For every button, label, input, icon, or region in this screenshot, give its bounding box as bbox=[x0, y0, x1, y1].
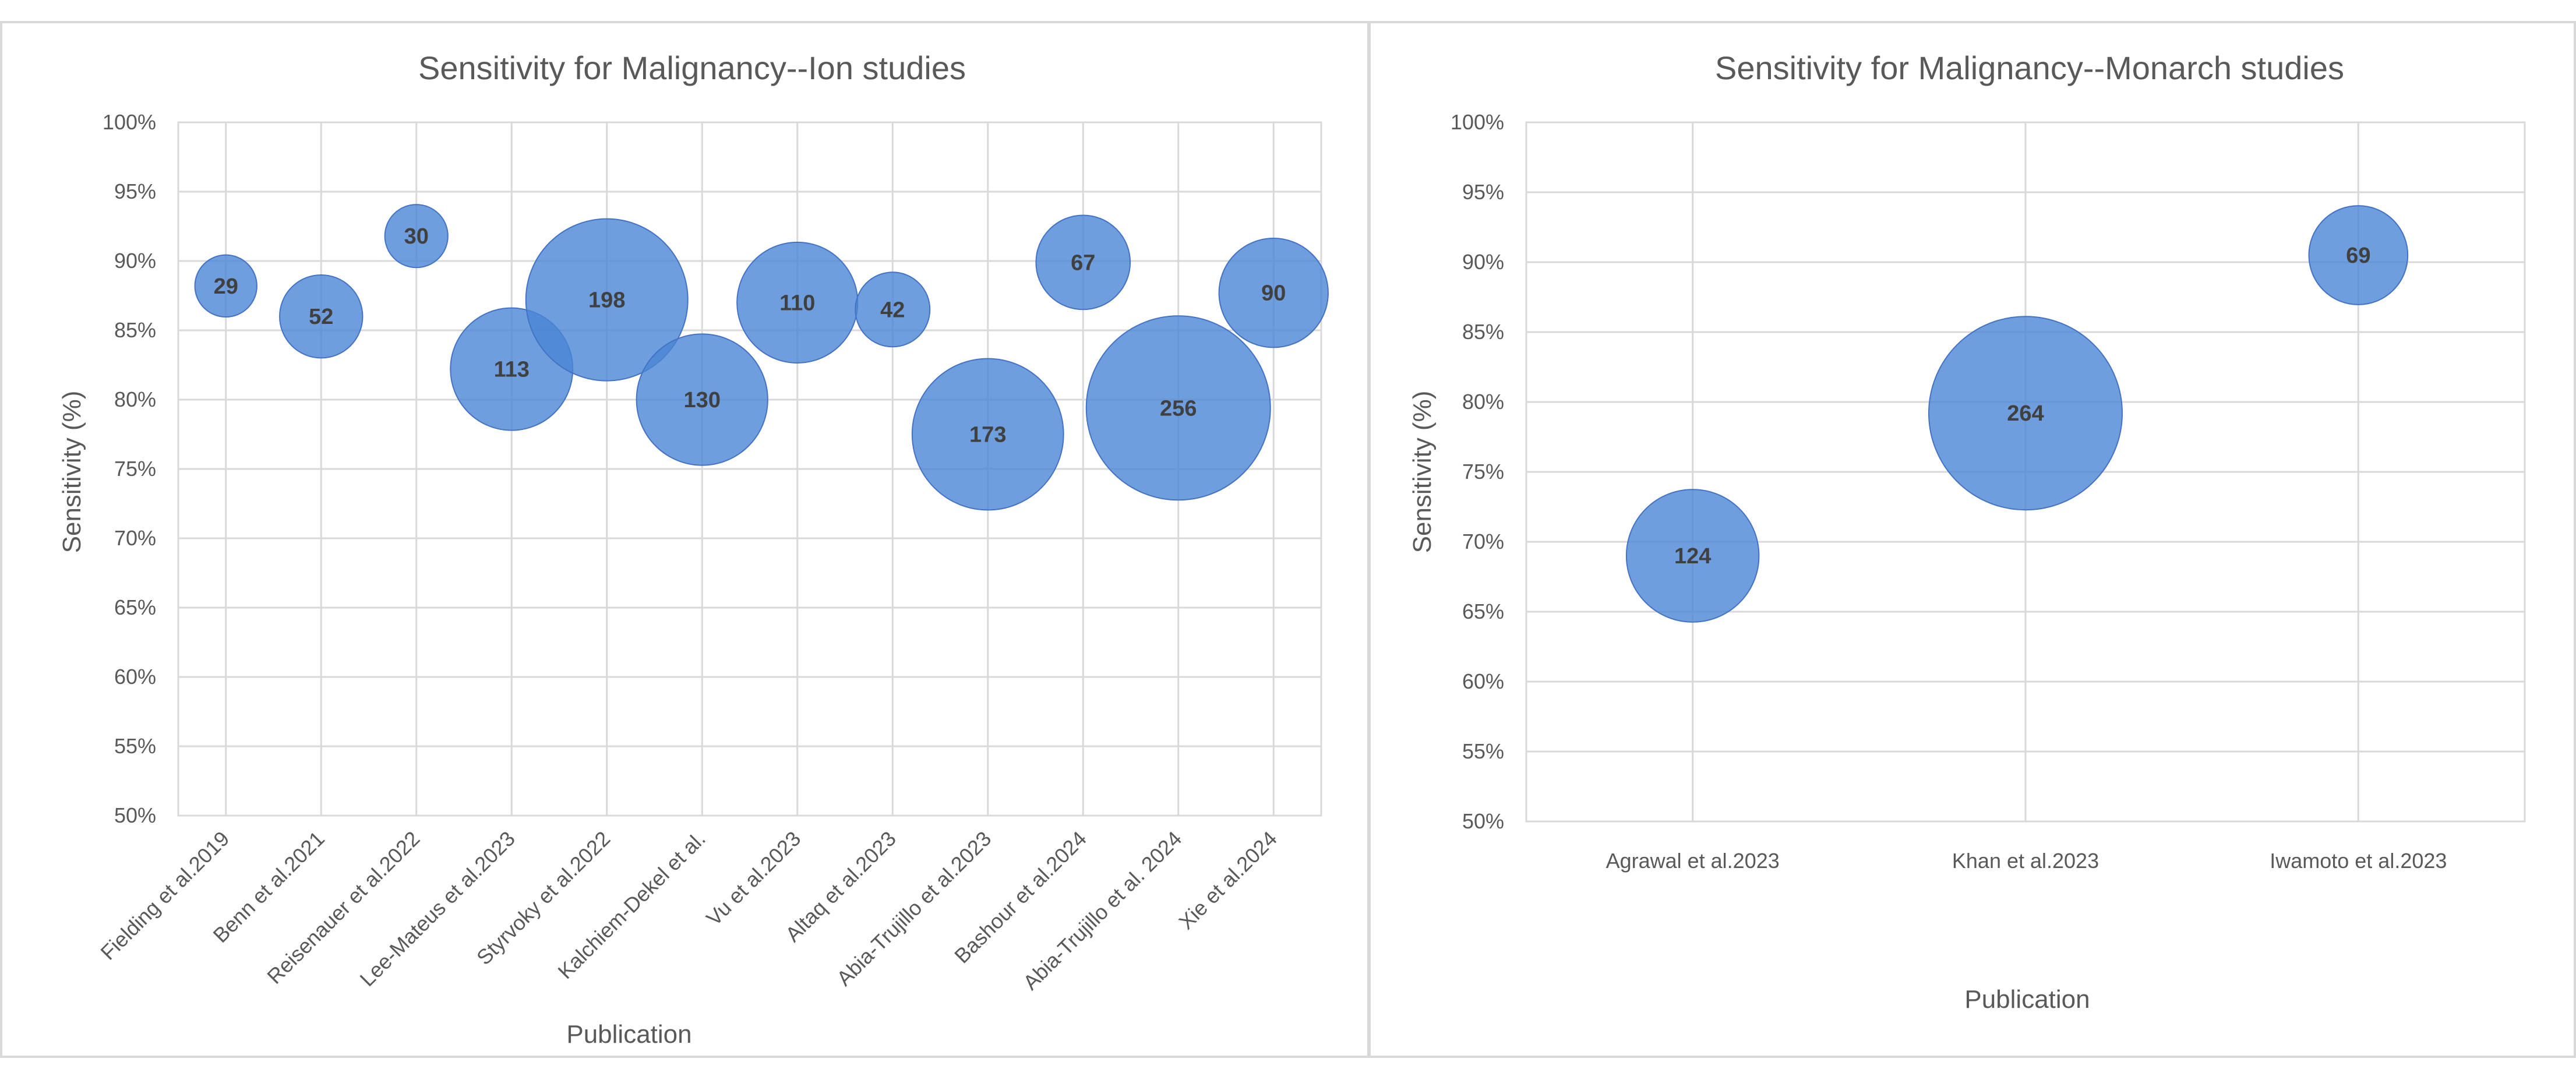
bubble-size-label: 124 bbox=[1674, 544, 1711, 569]
y-tick-label: 80% bbox=[1462, 390, 1504, 414]
y-tick-label: 90% bbox=[114, 249, 156, 273]
x-tick-label: Abia-Trujillo et al.2023 bbox=[832, 827, 996, 990]
y-tick-label: 80% bbox=[114, 387, 156, 411]
bubble-size-label: 256 bbox=[1160, 396, 1197, 421]
y-tick-label: 70% bbox=[114, 526, 156, 550]
x-tick-label: Reisenauer et al.2022 bbox=[262, 827, 424, 989]
y-tick-label: 50% bbox=[114, 803, 156, 827]
x-tick-label: Fielding et al.2019 bbox=[96, 827, 234, 965]
y-tick-label: 95% bbox=[114, 179, 156, 203]
bubble-size-label: 264 bbox=[2007, 401, 2044, 426]
bubble-size-label: 198 bbox=[588, 288, 625, 313]
x-tick-label: Xie et al.2024 bbox=[1174, 827, 1282, 934]
x-tick-label: Abia-Trujillo et al. 2024 bbox=[1018, 827, 1186, 994]
bubble-size-label: 67 bbox=[1071, 251, 1095, 275]
y-tick-label: 65% bbox=[1462, 599, 1504, 623]
y-tick-label: 95% bbox=[1462, 180, 1504, 204]
bubble bbox=[194, 254, 257, 318]
y-tick-label: 55% bbox=[1462, 739, 1504, 763]
bubble-size-label: 90 bbox=[1261, 281, 1286, 306]
plot-area-border bbox=[1525, 121, 2526, 823]
bubble-size-label: 69 bbox=[2346, 244, 2370, 268]
bubble bbox=[855, 271, 931, 348]
x-tick-label: Khan et al.2023 bbox=[1952, 849, 2099, 873]
bubble-size-label: 110 bbox=[779, 291, 815, 315]
y-tick-label: 50% bbox=[1462, 809, 1504, 833]
bubble-layer: 29 52 30 113 198 130 110 42 173 67 256 90 bbox=[194, 204, 1329, 511]
bubble bbox=[1625, 489, 1760, 623]
y-tick-label: 90% bbox=[1462, 250, 1504, 274]
chart-title: Sensitivity for Malignancy--Monarch stud… bbox=[1715, 50, 2344, 86]
ion-chart: Sensitivity for Malignancy--Ion studies … bbox=[58, 50, 1329, 1049]
bubble bbox=[911, 358, 1064, 511]
y-axis-label: Sensitivity (%) bbox=[1408, 391, 1437, 553]
y-tick-label: 100% bbox=[1451, 110, 1504, 134]
y-tick-label: 75% bbox=[114, 457, 156, 481]
bubble bbox=[525, 218, 689, 382]
bubble bbox=[1928, 316, 2123, 511]
bubble bbox=[1218, 238, 1329, 348]
tick-layer: 50% 55% 60% 65% 70% 75% 80% 85% 90% 95% 100% Agrawa… bbox=[1451, 110, 2447, 873]
x-tick-label: Iwamoto et al.2023 bbox=[2270, 849, 2447, 873]
bubble-size-label: 130 bbox=[684, 388, 721, 412]
y-tick-label: 55% bbox=[114, 734, 156, 758]
bubble bbox=[1085, 315, 1271, 501]
bubble bbox=[279, 274, 364, 359]
x-axis-label: Publication bbox=[566, 1020, 691, 1049]
x-tick-label: Vu et al.2023 bbox=[701, 827, 805, 930]
y-tick-label: 60% bbox=[114, 665, 156, 689]
bubble bbox=[636, 333, 768, 466]
y-tick-label: 75% bbox=[1462, 460, 1504, 484]
y-tick-label: 70% bbox=[1462, 530, 1504, 553]
bubble-size-label: 29 bbox=[214, 274, 238, 299]
bubble-size-label: 30 bbox=[404, 224, 429, 249]
bubble-size-label: 173 bbox=[969, 423, 1006, 447]
monarch-chart: Sensitivity for Malignancy--Monarch stud… bbox=[1408, 50, 2526, 1014]
bubble bbox=[384, 204, 449, 269]
figure-frame bbox=[0, 21, 2576, 1058]
bubble bbox=[1035, 214, 1131, 311]
x-axis-label: Publication bbox=[1964, 985, 2090, 1014]
y-tick-label: 60% bbox=[1462, 669, 1504, 693]
bubble-size-label: 113 bbox=[494, 358, 530, 382]
bubble-size-label: 42 bbox=[880, 298, 905, 322]
y-axis-label: Sensitivity (%) bbox=[58, 391, 86, 553]
y-tick-label: 85% bbox=[114, 318, 156, 342]
plot-area-border bbox=[177, 121, 1322, 817]
x-tick-label: Agrawal et al.2023 bbox=[1606, 849, 1780, 873]
y-tick-label: 65% bbox=[114, 595, 156, 619]
x-tick-label: Lee-Mateus et al.2023 bbox=[355, 827, 520, 991]
bubble bbox=[2308, 205, 2409, 305]
bubble-size-label: 52 bbox=[309, 305, 333, 329]
y-tick-label: 85% bbox=[1462, 320, 1504, 344]
y-tick-label: 100% bbox=[103, 110, 156, 134]
chart-title: Sensitivity for Malignancy--Ion studies bbox=[418, 50, 966, 86]
grid-layer bbox=[177, 121, 1322, 817]
bubble-layer: 124 264 69 bbox=[1625, 205, 2409, 623]
